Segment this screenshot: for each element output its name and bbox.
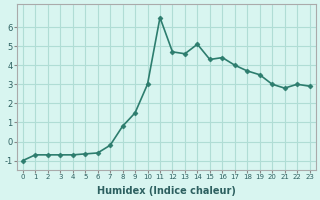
X-axis label: Humidex (Indice chaleur): Humidex (Indice chaleur) — [97, 186, 236, 196]
